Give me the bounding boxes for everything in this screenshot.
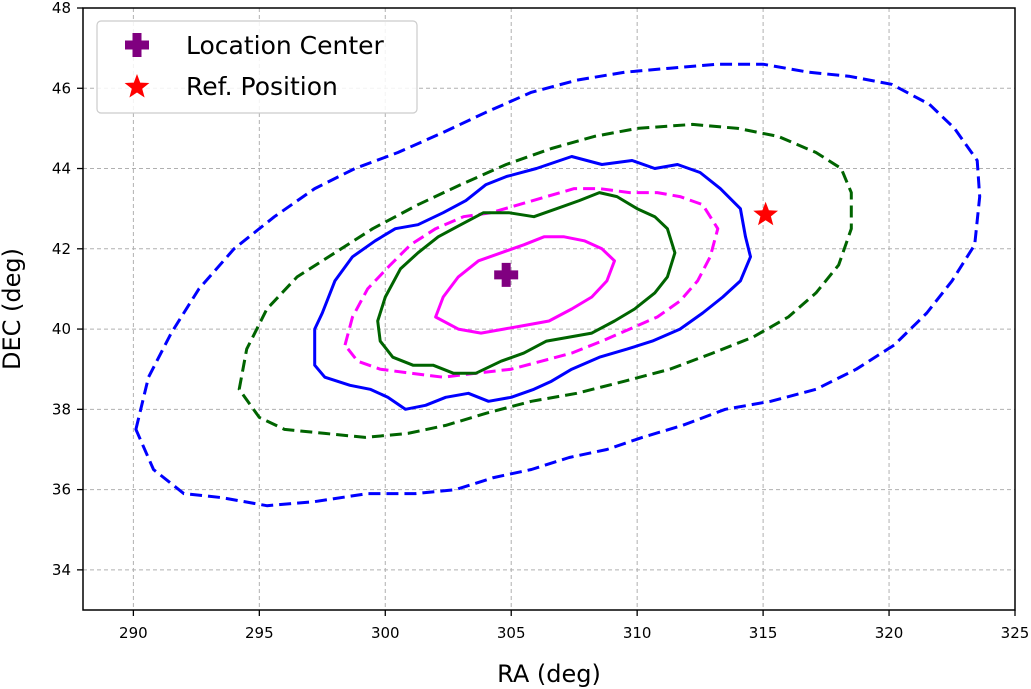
contour-green-solid [376, 191, 677, 375]
ref-position-marker [753, 201, 778, 226]
legend: Location Center Ref. Position [96, 20, 418, 114]
location-center-marker [494, 262, 519, 287]
plus-icon [125, 33, 149, 57]
x-tick-label: 305 [497, 624, 526, 642]
y-tick-label: 36 [52, 481, 71, 499]
y-tick-label: 48 [52, 0, 71, 17]
x-tick-label: 310 [623, 624, 652, 642]
x-tick-label: 315 [749, 624, 778, 642]
x-tick-label: 320 [875, 624, 904, 642]
y-tick-label: 34 [52, 561, 71, 579]
plot-area-frame [82, 7, 1016, 611]
star-icon [124, 74, 150, 98]
contour-lines [134, 62, 982, 508]
axis-ticks: 290 295 300 305 310 315 320 325 34 36 38 40 42 44 46 48 [52, 0, 1029, 642]
y-tick-label: 46 [52, 79, 71, 97]
legend-label-ref-position: Ref. Position [186, 72, 338, 101]
contour-blue-dashed [134, 62, 982, 508]
legend-label-location-center: Location Center [186, 31, 385, 60]
legend-box [96, 20, 418, 114]
contour-blue-solid [313, 155, 752, 411]
contour-green-dashed [237, 122, 853, 439]
legend-marker-location-center [125, 33, 149, 57]
x-tick-label: 325 [1001, 624, 1030, 642]
contour-magenta-dashed [343, 187, 720, 379]
legend-marker-ref-position [124, 74, 150, 98]
contour-magenta-solid [434, 235, 616, 335]
point-markers [494, 201, 778, 287]
x-axis-label: RA (deg) [497, 660, 601, 688]
y-tick-label: 44 [52, 160, 71, 178]
x-tick-label: 295 [245, 624, 274, 642]
y-tick-label: 42 [52, 240, 71, 258]
y-axis-label: DEC (deg) [0, 248, 26, 370]
x-tick-label: 290 [119, 624, 148, 642]
x-tick-label: 300 [371, 624, 400, 642]
y-tick-label: 38 [52, 400, 71, 418]
y-tick-label: 40 [52, 320, 71, 338]
